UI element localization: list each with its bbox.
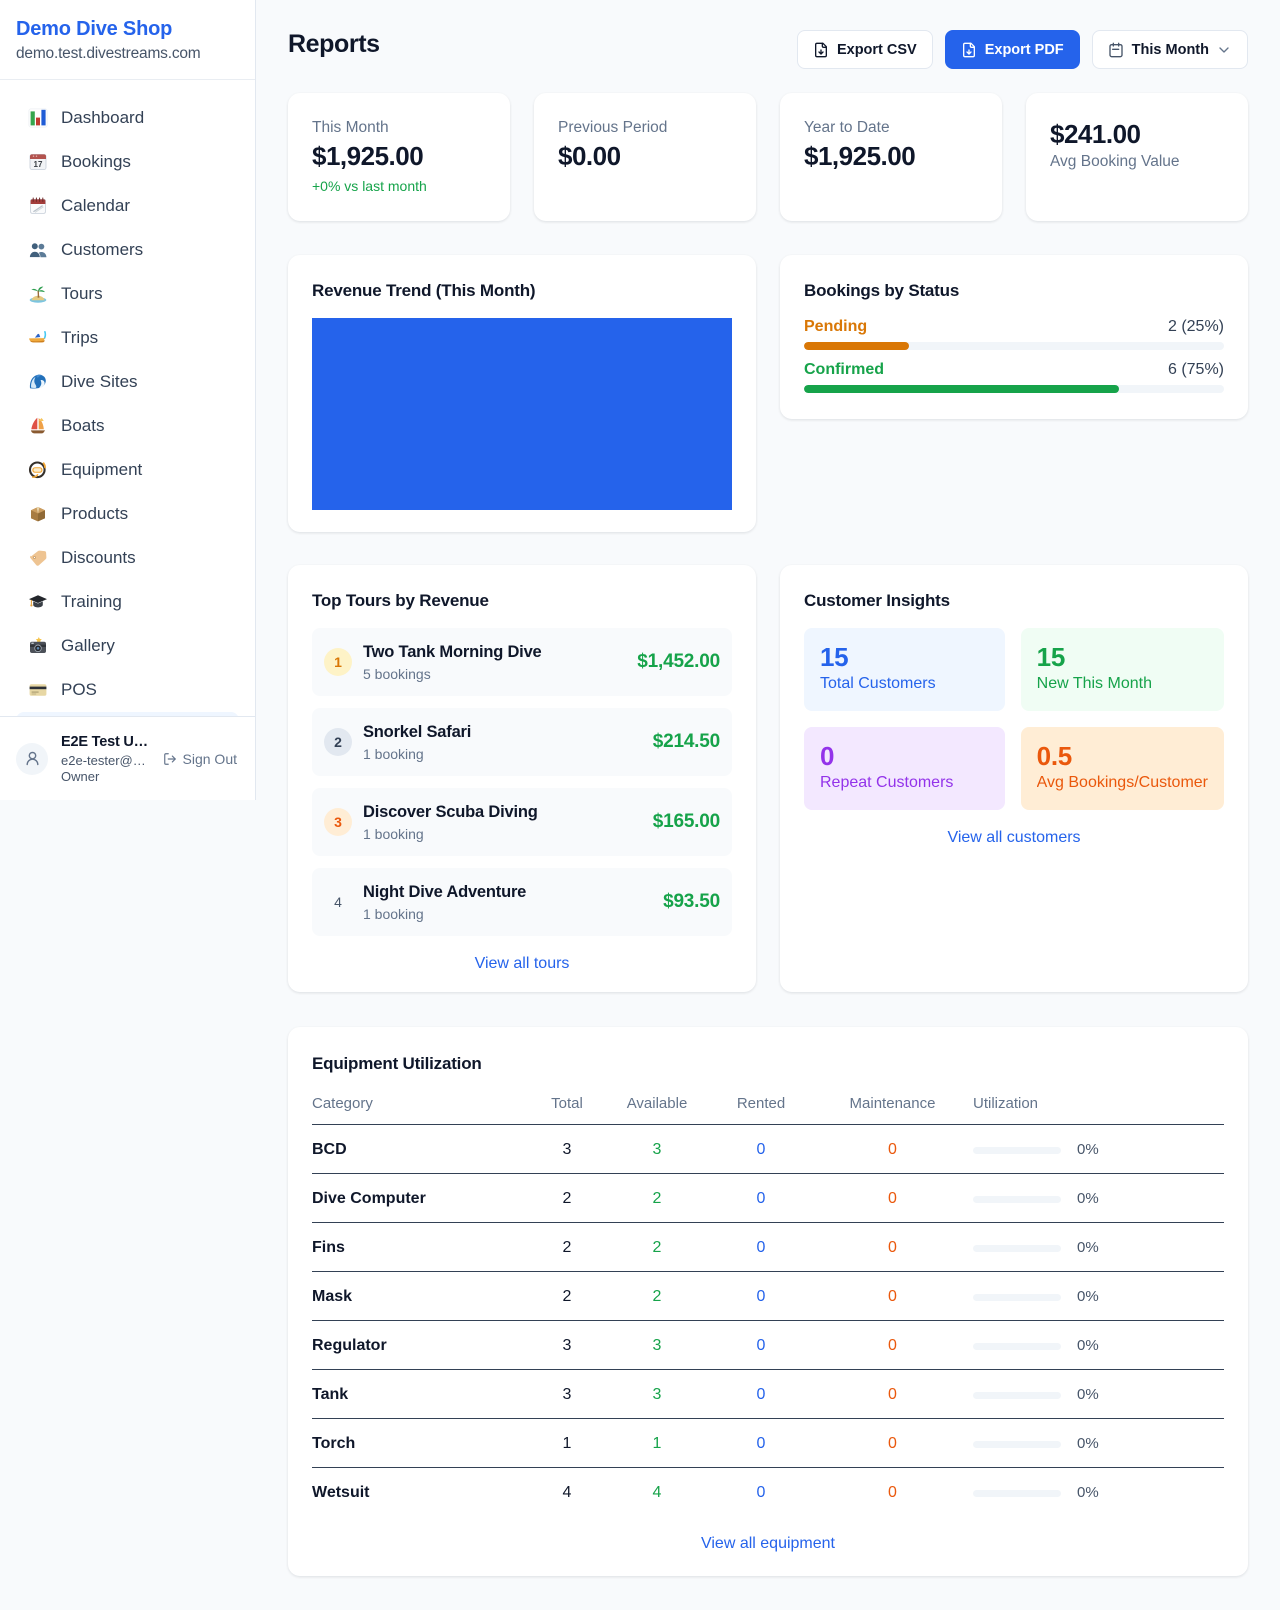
svg-text:17: 17 (34, 160, 43, 169)
